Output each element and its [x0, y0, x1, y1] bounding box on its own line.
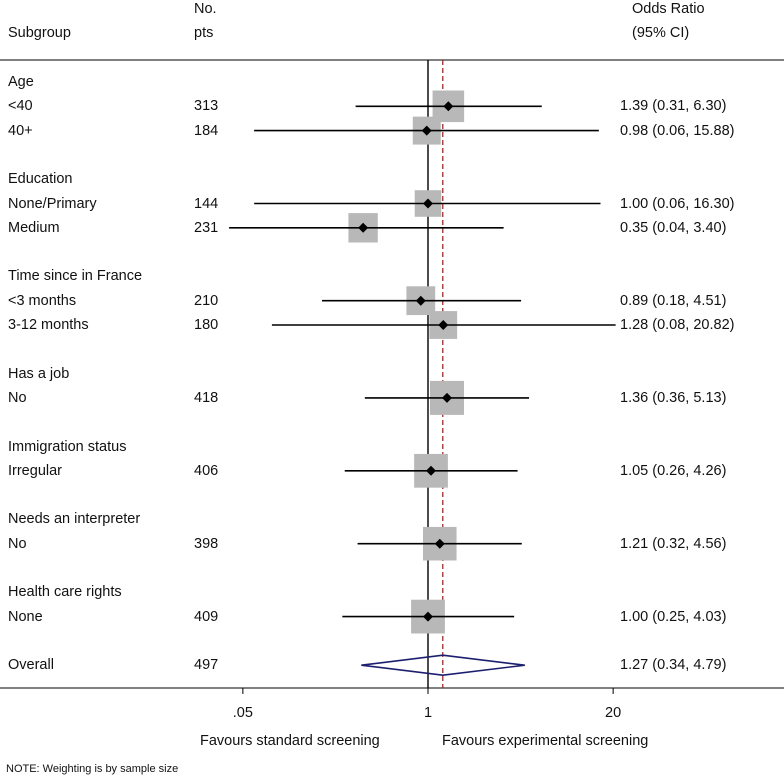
point-estimate-marker	[421, 125, 432, 136]
patient-count: 418	[194, 389, 219, 406]
group-label: Health care rights	[8, 584, 122, 601]
patient-count: 231	[194, 219, 219, 236]
patient-count: 210	[194, 292, 219, 309]
odds-ratio-ci: 1.00 (0.25, 4.03)	[620, 608, 727, 625]
point-estimate-marker	[438, 320, 449, 330]
subgroup-label: Irregular	[8, 462, 62, 479]
header-odds-ratio: Odds Ratio	[632, 1, 705, 17]
subgroup-label: No	[8, 535, 27, 552]
subgroup-label: 3-12 months	[8, 317, 89, 333]
patient-count: 497	[194, 657, 219, 674]
point-estimate-marker	[358, 222, 369, 233]
odds-ratio-ci: 0.35 (0.04, 3.40)	[620, 219, 727, 236]
subgroup-label: None/Primary	[8, 195, 97, 212]
subgroup-label: <40	[8, 98, 33, 115]
subgroup-label: None	[8, 608, 43, 625]
odds-ratio-ci: 1.39 (0.31, 6.30)	[620, 98, 727, 115]
odds-ratio-ci: 1.05 (0.26, 4.26)	[620, 462, 727, 479]
point-estimate-marker	[434, 538, 445, 549]
group-label: Education	[8, 171, 73, 188]
odds-ratio-ci: 1.21 (0.32, 4.56)	[620, 535, 727, 552]
x-label-right: Favours experimental screening	[442, 733, 649, 749]
overall-diamond	[361, 654, 525, 677]
point-estimate-marker	[442, 392, 453, 403]
odds-ratio-ci: 1.36 (0.36, 5.13)	[620, 389, 727, 406]
patient-count: 409	[194, 608, 219, 625]
group-label: Time since in France	[8, 268, 143, 285]
group-label: Needs an interpreter	[8, 511, 141, 528]
header-subgroup: Subgroup	[8, 25, 71, 41]
patient-count: 406	[194, 462, 219, 479]
x-label-left: Favours standard screening	[200, 733, 380, 749]
patient-count: 180	[194, 317, 219, 333]
overall-label: Overall	[8, 657, 54, 674]
patient-count: 144	[194, 195, 219, 212]
odds-ratio-ci: 1.27 (0.34, 4.79)	[620, 657, 727, 674]
group-label: Age	[8, 74, 34, 90]
point-estimate-marker	[426, 465, 437, 476]
subgroup-label: Medium	[8, 219, 60, 236]
odds-ratio-ci: 0.98 (0.06, 15.88)	[620, 122, 735, 139]
point-estimate-marker	[443, 101, 454, 112]
subgroup-label: 40+	[8, 122, 33, 139]
patient-count: 313	[194, 98, 219, 115]
odds-ratio-ci: 0.89 (0.18, 4.51)	[620, 292, 727, 309]
subgroup-label: No	[8, 389, 27, 406]
patient-count: 184	[194, 122, 219, 139]
header-no: No.	[194, 1, 217, 17]
odds-ratio-ci: 1.00 (0.06, 16.30)	[620, 195, 735, 212]
x-tick-label: .05	[232, 705, 253, 721]
odds-ratio-ci: 1.28 (0.08, 20.82)	[620, 317, 735, 333]
header-pts: pts	[194, 25, 214, 41]
point-estimate-marker	[423, 611, 433, 622]
x-tick-label: 20	[605, 705, 622, 721]
patient-count: 398	[194, 535, 219, 552]
footnote: NOTE: Weighting is by sample size	[6, 763, 179, 775]
point-estimate-marker	[415, 295, 426, 306]
group-label: Immigration status	[8, 438, 127, 455]
x-tick-label: 1	[423, 705, 433, 721]
point-estimate-marker	[423, 198, 433, 209]
group-label: Has a job	[8, 365, 70, 382]
header-ci: (95% CI)	[632, 25, 690, 41]
subgroup-label: <3 months	[8, 292, 77, 309]
